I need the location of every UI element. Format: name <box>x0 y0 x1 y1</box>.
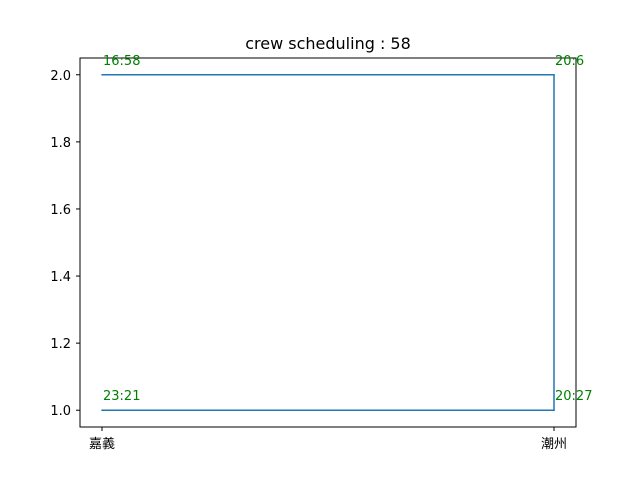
data-point <box>101 409 103 412</box>
chart-title: crew scheduling : 58 <box>245 34 411 53</box>
data-label: 20:27 <box>555 389 592 404</box>
data-label: 23:21 <box>103 389 140 404</box>
data-label: 20:6 <box>555 54 584 69</box>
y-tick-label: 1.8 <box>50 136 71 151</box>
data-point <box>553 73 555 76</box>
series-line <box>102 74 555 411</box>
x-tick-label: 嘉義 <box>89 436 115 452</box>
data-label: 16:58 <box>103 54 140 69</box>
y-tick-label: 1.6 <box>50 203 71 218</box>
y-tick-label: 1.4 <box>50 270 71 285</box>
data-point <box>553 409 555 412</box>
y-tick-label: 1.0 <box>50 404 71 419</box>
y-tick-label: 2.0 <box>50 69 71 84</box>
plot-area: 1.0 1.2 1.4 1.6 1.8 2.0 嘉義 潮州 23:21 20:27 20:6 16:5… <box>50 54 592 452</box>
plot-frame <box>79 57 577 428</box>
data-point <box>101 73 103 76</box>
y-tick-label: 1.2 <box>50 337 71 352</box>
x-tick-label: 潮州 <box>541 437 567 452</box>
